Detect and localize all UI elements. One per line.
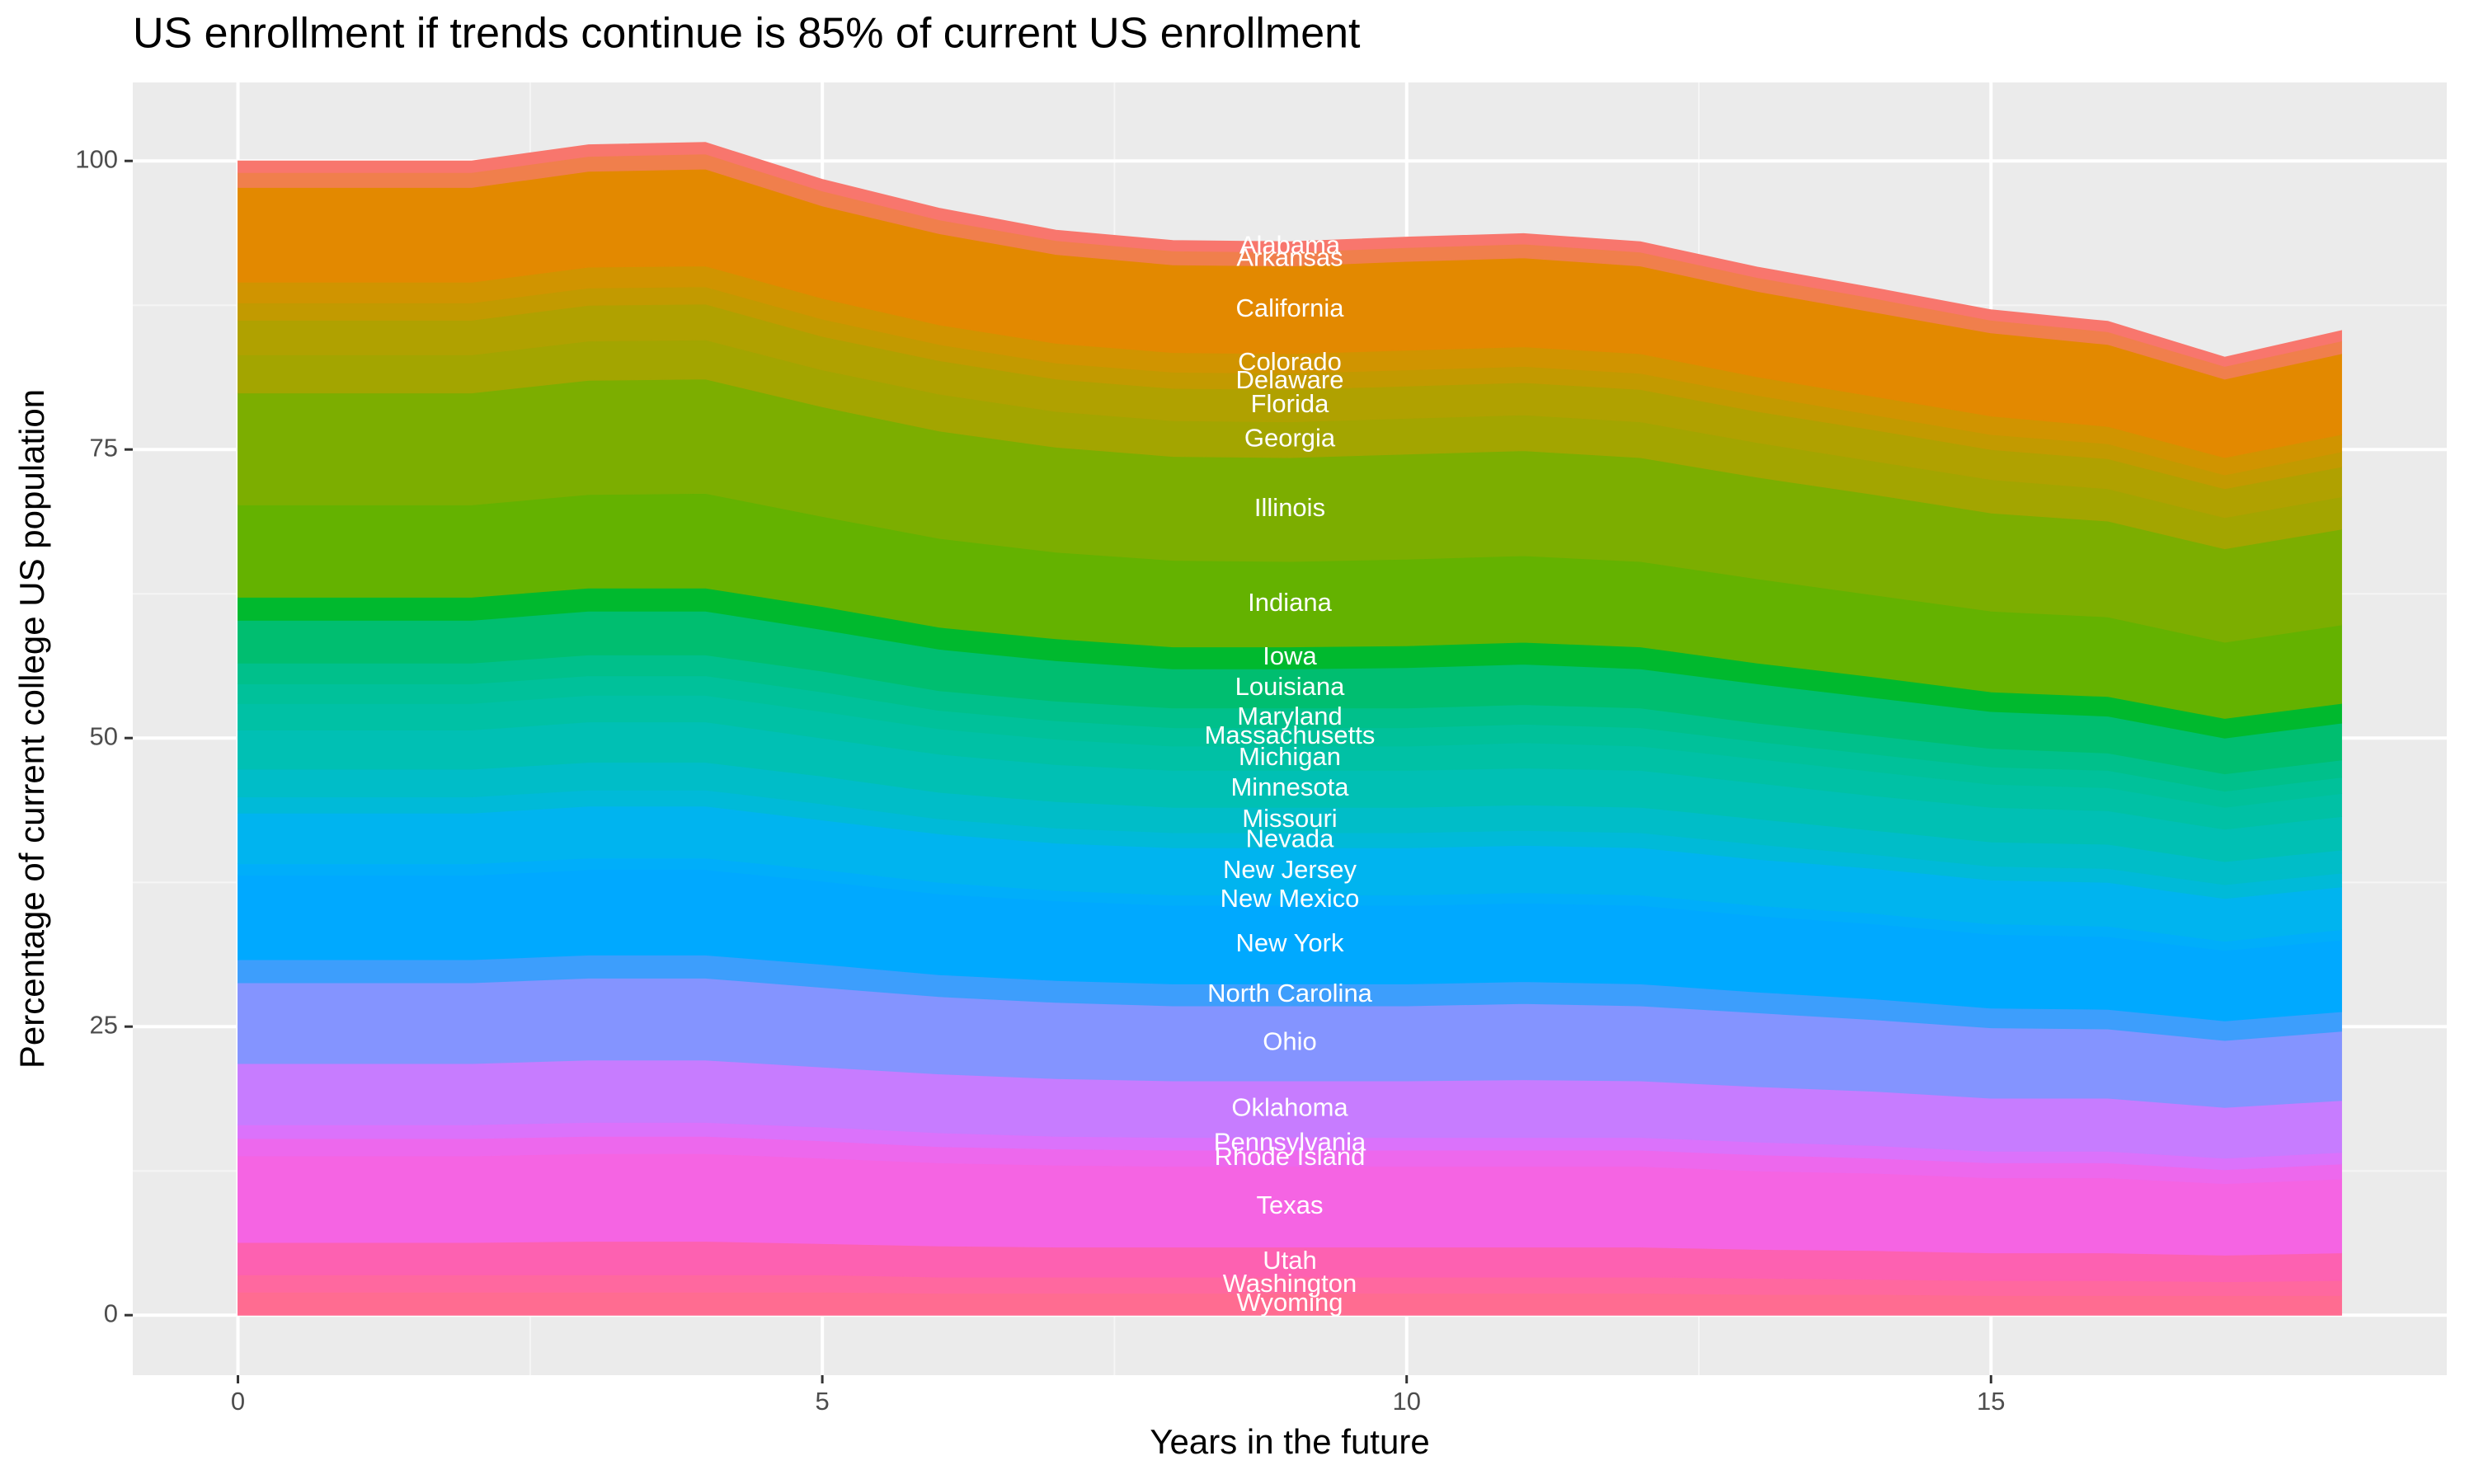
x-axis-title: Years in the future xyxy=(1150,1422,1429,1461)
band-label: Minnesota xyxy=(1230,773,1349,801)
band-label: Louisiana xyxy=(1235,672,1345,701)
y-tick-label: 0 xyxy=(104,1298,118,1327)
areas xyxy=(238,142,2342,1316)
y-axis-title: Percentage of current college US populat… xyxy=(12,389,51,1068)
y-tick-label: 75 xyxy=(90,433,118,462)
band-label: Illinois xyxy=(1254,493,1325,522)
band-label: New York xyxy=(1236,928,1344,957)
band-label: Georgia xyxy=(1244,423,1336,452)
band-label: Texas xyxy=(1257,1190,1324,1219)
band-label: New Jersey xyxy=(1223,855,1357,884)
x-tick-label: 15 xyxy=(1977,1387,2005,1416)
band-label: Rhode Island xyxy=(1215,1142,1366,1171)
y-tick-label: 100 xyxy=(75,144,118,173)
band-label: New Mexico xyxy=(1221,884,1360,913)
band-label: Washington xyxy=(1223,1269,1357,1298)
band-label: Massachusetts xyxy=(1205,721,1376,749)
area xyxy=(238,142,2342,367)
band-label: Indiana xyxy=(1248,588,1332,617)
x-tick-label: 0 xyxy=(231,1387,245,1416)
x-tick-label: 5 xyxy=(816,1387,830,1416)
band-label: Alabama xyxy=(1239,231,1341,260)
band-label: Utah xyxy=(1263,1246,1316,1275)
band-label: Missouri xyxy=(1242,804,1337,833)
y-tick-label: 50 xyxy=(90,721,118,750)
band-label: Nevada xyxy=(1246,824,1335,852)
x-tick-label: 10 xyxy=(1392,1387,1420,1416)
band-label: Florida xyxy=(1251,389,1330,418)
band-label: Maryland xyxy=(1237,702,1343,730)
band-label: Oklahoma xyxy=(1231,1092,1348,1121)
band-label: Colorado xyxy=(1238,347,1342,376)
y-tick-label: 25 xyxy=(90,1010,118,1039)
band-label: North Carolina xyxy=(1207,979,1373,1007)
band-label: California xyxy=(1236,294,1345,322)
band-label: Michigan xyxy=(1239,742,1341,771)
band-label: Delaware xyxy=(1236,365,1344,394)
chart-title: US enrollment if trends continue is 85% … xyxy=(133,10,1361,58)
band-label: Pennsylvania xyxy=(1214,1127,1366,1156)
band-label: Arkansas xyxy=(1236,242,1343,271)
band-label: Ohio xyxy=(1263,1027,1316,1056)
band-label: Wyoming xyxy=(1237,1288,1343,1317)
band-label: Iowa xyxy=(1263,641,1317,670)
